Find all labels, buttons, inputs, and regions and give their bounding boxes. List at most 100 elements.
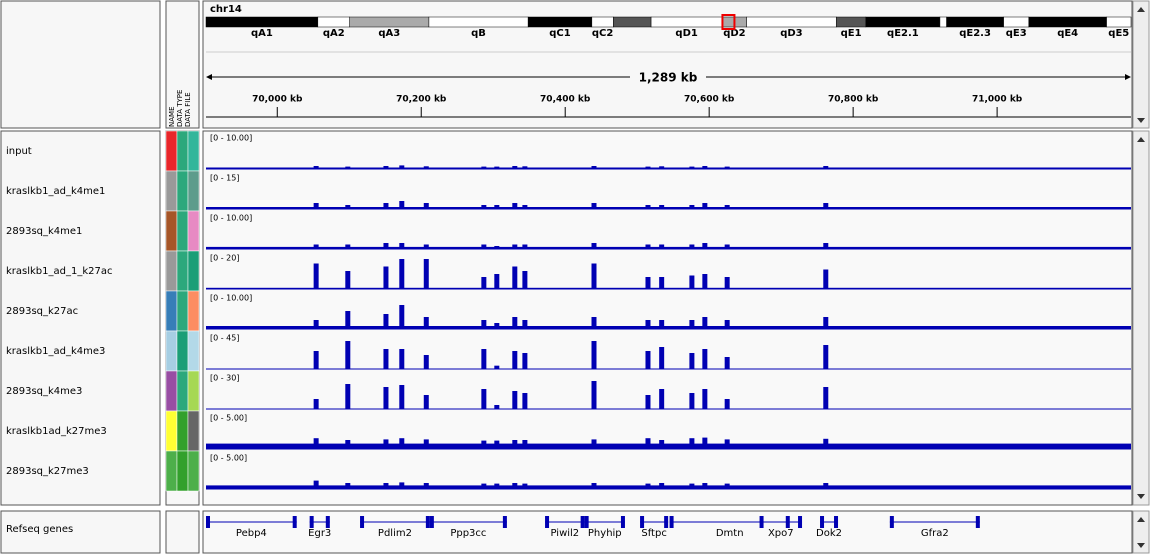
gene-label: Xpo7 [768,528,794,539]
signal-peak [689,166,695,169]
name-panel [0,130,161,506]
attribute-header: DATA TYPE [176,90,184,127]
attribute-cell [176,370,189,412]
signal-peak [481,440,487,449]
signal-peak [481,320,487,329]
cytoband [349,16,430,28]
band-label: qE2.1 [887,28,919,39]
scrollbar[interactable] [1132,510,1150,554]
signal-peak [512,244,518,249]
signal-peak [494,405,500,409]
signal-peak [383,203,389,209]
signal-peak [522,271,528,289]
signal-peak [645,483,651,489]
track-name: kraslkb1_ad_k4me3 [6,346,105,357]
signal-peak [399,349,405,369]
gene-label: Pdlim2 [378,528,412,539]
band-label: qE1 [841,28,862,39]
cytoband [835,16,867,28]
signal-background [206,246,1131,249]
gene-exon [798,516,803,528]
signal-peak [645,205,651,209]
track-name: input [6,146,32,157]
signal-peak [659,483,665,489]
gene-label: Phyhip [588,528,622,539]
signal-peak [481,205,487,209]
signal-peak [313,480,319,489]
signal-peak [702,243,708,249]
signal-peak [724,439,730,449]
signal-peak [522,393,528,409]
signal-peak [522,440,528,449]
track-range: [0 - 45] [210,334,239,343]
signal-background [206,207,1131,209]
header-attribute-panel [165,0,200,129]
signal-peak [591,317,597,329]
cytoband [1106,16,1132,28]
track-range: [0 - 15] [210,174,239,183]
gene-exon [820,516,825,528]
signal-peak [399,259,405,289]
signal-peak [823,345,829,369]
attribute-cell [187,130,200,172]
signal-peak [345,311,351,329]
cytoband [317,16,350,28]
gene-exon [834,516,839,528]
signal-peak [645,277,651,289]
signal-peak [702,389,708,409]
scrollbar[interactable] [1132,0,1150,129]
gene-exon [664,516,669,528]
chromosome-name: chr14 [210,4,242,15]
gene-exon [292,516,297,528]
attribute-cell [176,410,189,452]
signal-peak [494,166,500,169]
signal-peak [724,166,730,169]
signal-peak [645,395,651,409]
signal-peak [522,483,528,489]
signal-peak [645,351,651,369]
attribute-cell [165,210,178,252]
signal-peak [591,243,597,249]
signal-peak [494,440,500,449]
track-range: [0 - 10.00] [210,214,252,223]
signal-peak [823,203,829,209]
attribute-cell [165,170,178,212]
data-panel [202,130,1133,506]
cytoband [746,16,837,28]
signal-peak [383,266,389,289]
signal-peak [494,274,500,289]
signal-peak [481,277,487,289]
signal-peak [345,341,351,369]
signal-peak [823,243,829,249]
gene-exon [425,516,430,528]
signal-background [206,443,1131,449]
signal-peak [724,320,730,329]
signal-peak [522,244,528,249]
signal-peak [494,365,500,369]
attribute-cell [187,330,200,372]
signal-peak [512,317,518,329]
signal-peak [399,243,405,249]
scrollbar[interactable] [1132,130,1150,506]
signal-peak [591,439,597,449]
gene-label: Pebp4 [236,528,267,539]
signal-peak [645,244,651,249]
gene-exon [889,516,894,528]
signal-peak [591,341,597,369]
cytoband [527,16,593,28]
band-label: qD1 [675,28,697,39]
span-ruler: 1,289 kb [206,69,1131,85]
signal-peak [823,317,829,329]
attribute-cell [176,330,189,372]
cytoband [865,16,941,28]
signal-peak [689,275,695,289]
track-range: [0 - 10.00] [210,134,252,143]
signal-peak [659,244,665,249]
signal-peak [512,166,518,169]
signal-peak [399,482,405,489]
header-name-panel [0,0,161,129]
cytoband [939,16,947,28]
attribute-cell [187,170,200,212]
gene-exon [580,516,585,528]
signal-peak [512,440,518,449]
